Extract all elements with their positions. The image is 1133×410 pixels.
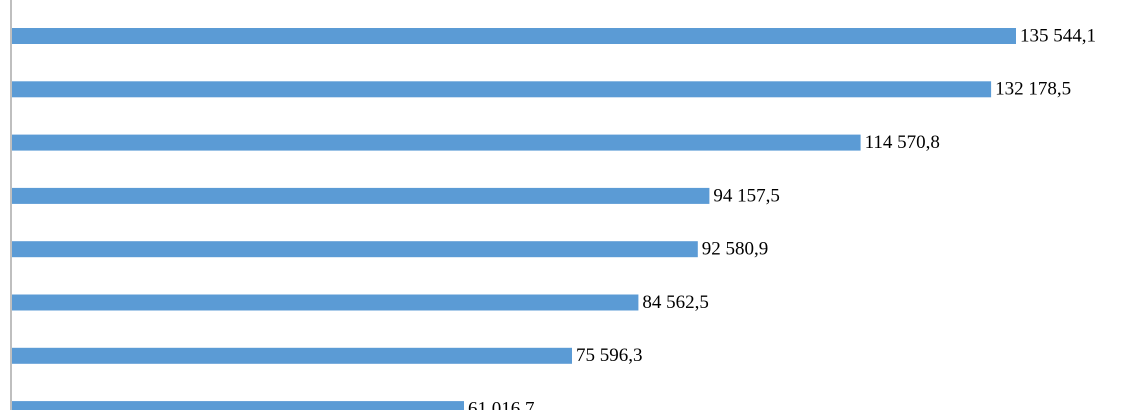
data-label-4: 92 580,9	[702, 239, 769, 260]
bar-5	[12, 294, 639, 311]
bar-7	[12, 401, 464, 410]
bar-6	[12, 347, 572, 364]
data-label-6: 75 596,3	[576, 345, 643, 366]
data-label-7: 61 016,7	[468, 398, 535, 410]
data-labels-group: 135 544,1 132 178,5 114 570,8 94 157,5 92 58…	[468, 25, 1096, 410]
bars-group	[12, 28, 1016, 410]
data-label-2: 114 570,8	[865, 132, 940, 153]
data-label-3: 94 157,5	[713, 185, 780, 206]
bar-3	[12, 187, 710, 204]
data-label-5: 84 562,5	[642, 292, 709, 313]
bar-4	[12, 241, 698, 258]
bar-0	[12, 28, 1016, 44]
data-label-1: 132 178,5	[995, 79, 1071, 100]
bar-2	[12, 134, 861, 151]
bar-1	[12, 81, 992, 98]
data-label-0: 135 544,1	[1020, 25, 1096, 46]
